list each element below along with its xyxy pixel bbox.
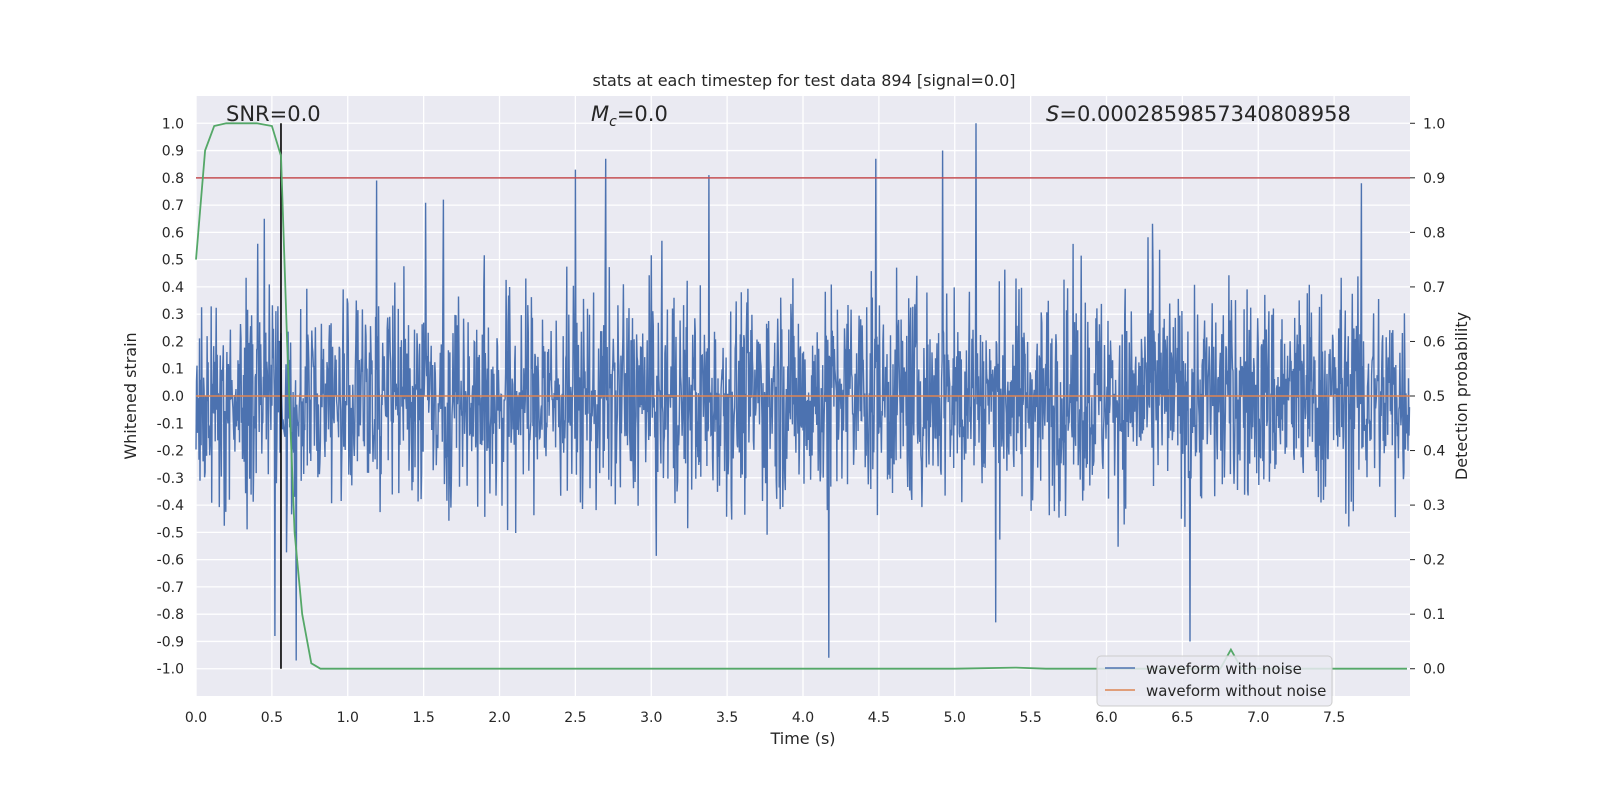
- legend-label-waveform-without-noise: waveform without noise: [1146, 682, 1326, 700]
- y2-tick-label: 0.9: [1423, 171, 1445, 187]
- y2-tick-label: 0.8: [1423, 225, 1445, 241]
- y2-axis-label: Detection probability: [1452, 312, 1471, 480]
- chirp-mass-annotation: Mc=0.0: [591, 102, 668, 130]
- y-tick-label: -0.6: [157, 553, 184, 569]
- y-tick-label: 0.9: [162, 144, 184, 160]
- y2-tick-label: 0.0: [1423, 662, 1445, 678]
- y2-tick-label: 0.4: [1423, 444, 1445, 460]
- noise-waveform-path: [195, 123, 1411, 661]
- y-tick-label: 0.0: [162, 389, 184, 405]
- chart-title: stats at each timestep for test data 894…: [592, 71, 1015, 90]
- statistic-annotation: S=0.0002859857340808958: [1046, 102, 1351, 126]
- y-tick-label: -0.5: [157, 525, 184, 541]
- y-tick-label: 0.8: [162, 171, 184, 187]
- x-tick-label: 3.0: [640, 710, 662, 726]
- y2-tick-label: 0.5: [1423, 389, 1445, 405]
- legend-label-waveform-with-noise: waveform with noise: [1146, 660, 1302, 678]
- x-tick-label: 3.5: [716, 710, 738, 726]
- y2-tick-label: 0.1: [1423, 607, 1445, 623]
- y-tick-label: 0.4: [162, 280, 184, 296]
- x-tick-label: 0.0: [185, 710, 207, 726]
- y-tick-label: -0.8: [157, 607, 184, 623]
- y-tick-label: 0.7: [162, 198, 184, 214]
- y-tick-label: 0.1: [162, 362, 184, 378]
- y-axis-ticks: 1.0 0.9 0.8 0.7 0.6 0.5 0.4 0.3 0.2 0.1 0.0 -0.1 -0.…: [157, 116, 184, 677]
- y-tick-label: 0.3: [162, 307, 184, 323]
- y-axis-label: Whitened strain: [121, 332, 140, 459]
- x-tick-label: 2.5: [564, 710, 586, 726]
- x-tick-label: 0.5: [261, 710, 283, 726]
- x-tick-label: 5.5: [1019, 710, 1041, 726]
- legend: waveform with noise waveform without noi…: [1096, 655, 1333, 707]
- x-tick-label: 2.0: [488, 710, 510, 726]
- x-axis-label: Time (s): [769, 729, 835, 748]
- y-tick-label: -0.9: [157, 634, 184, 650]
- y2-tick-label: 0.6: [1423, 334, 1445, 350]
- y-tick-label: 0.5: [162, 253, 184, 269]
- y-tick-label: -1.0: [157, 662, 184, 678]
- y-tick-label: 0.6: [162, 225, 184, 241]
- y-tick-label: -0.3: [157, 471, 184, 487]
- x-tick-label: 7.0: [1247, 710, 1269, 726]
- x-tick-label: 7.5: [1323, 710, 1345, 726]
- y-tick-label: -0.1: [157, 416, 184, 432]
- x-tick-label: 5.0: [944, 710, 966, 726]
- y2-axis-ticks: 1.0 0.9 0.8 0.7 0.6 0.5 0.4 0.3 0.2 0.1 0.0: [1410, 116, 1445, 678]
- snr-annotation: SNR=0.0: [226, 102, 321, 126]
- x-axis-ticks: 0.0 0.5 1.0 1.5 2.0 2.5 3.0 3.5 4.0 4.5 5.0 5.5 6.0 6…: [185, 710, 1345, 726]
- x-tick-label: 4.5: [868, 710, 890, 726]
- y2-tick-label: 0.3: [1423, 498, 1445, 514]
- y2-tick-label: 0.2: [1423, 553, 1445, 569]
- y2-tick-label: 1.0: [1423, 116, 1445, 132]
- x-tick-label: 1.0: [337, 710, 359, 726]
- y-tick-label: -0.4: [157, 498, 184, 514]
- x-tick-label: 6.5: [1171, 710, 1193, 726]
- series-waveform-with-noise: [195, 123, 1411, 661]
- y-tick-label: -0.7: [157, 580, 184, 596]
- x-tick-label: 4.0: [792, 710, 814, 726]
- x-tick-label: 6.0: [1095, 710, 1117, 726]
- y-tick-label: -0.2: [157, 444, 184, 460]
- x-tick-label: 1.5: [412, 710, 434, 726]
- y-tick-label: 1.0: [162, 116, 184, 132]
- y2-tick-label: 0.7: [1423, 280, 1445, 296]
- y-tick-label: 0.2: [162, 334, 184, 350]
